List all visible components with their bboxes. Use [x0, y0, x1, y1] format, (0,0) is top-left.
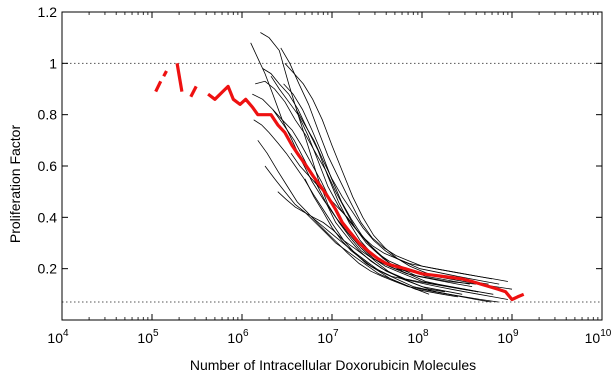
x-tick-label: 106: [227, 328, 249, 346]
individual-series-line: [311, 216, 491, 303]
individual-series-line: [277, 191, 463, 295]
x-tick-label: 107: [317, 328, 339, 346]
x-tick-label: 109: [497, 328, 519, 346]
plot-area: [62, 32, 602, 303]
individual-series-group: [250, 32, 513, 303]
individual-series-line: [295, 109, 500, 285]
individual-series-line: [280, 47, 508, 282]
x-tick-label: 105: [137, 328, 159, 346]
x-axis-label: Number of Intracellular Doxorubicin Mole…: [190, 357, 476, 373]
y-axis: 0.2 0.4 0.6 0.8 1 1.2: [38, 4, 602, 277]
x-tick-label: 108: [407, 328, 429, 346]
y-tick-label: 0.2: [38, 261, 58, 277]
individual-series-line: [262, 68, 477, 285]
individual-series-line: [250, 42, 446, 293]
individual-series-line: [253, 119, 430, 295]
y-tick-label: 1.2: [38, 4, 58, 20]
individual-series-line: [284, 63, 513, 290]
x-tick-label: 104: [47, 328, 69, 346]
x-axis: 104 105 106 107 108 109 1010: [47, 12, 612, 346]
mean-series-segment: [189, 85, 198, 98]
mean-series-segment: [207, 84, 525, 302]
mean-series-segment: [162, 70, 168, 77]
individual-series-line: [290, 152, 494, 295]
individual-series-line: [252, 93, 479, 293]
individual-series-line: [283, 83, 473, 287]
y-tick-label: 0.4: [38, 209, 58, 225]
mean-series-segment: [175, 63, 184, 92]
y-tick-label: 0.8: [38, 107, 58, 123]
mean-series-segment: [154, 80, 163, 93]
y-tick-label: 0.6: [38, 158, 58, 174]
y-tick-label: 1: [49, 55, 57, 71]
y-axis-label: Proliferation Factor: [7, 125, 23, 244]
x-tick-label: 1010: [585, 328, 612, 346]
mean-series-group: [154, 63, 525, 302]
